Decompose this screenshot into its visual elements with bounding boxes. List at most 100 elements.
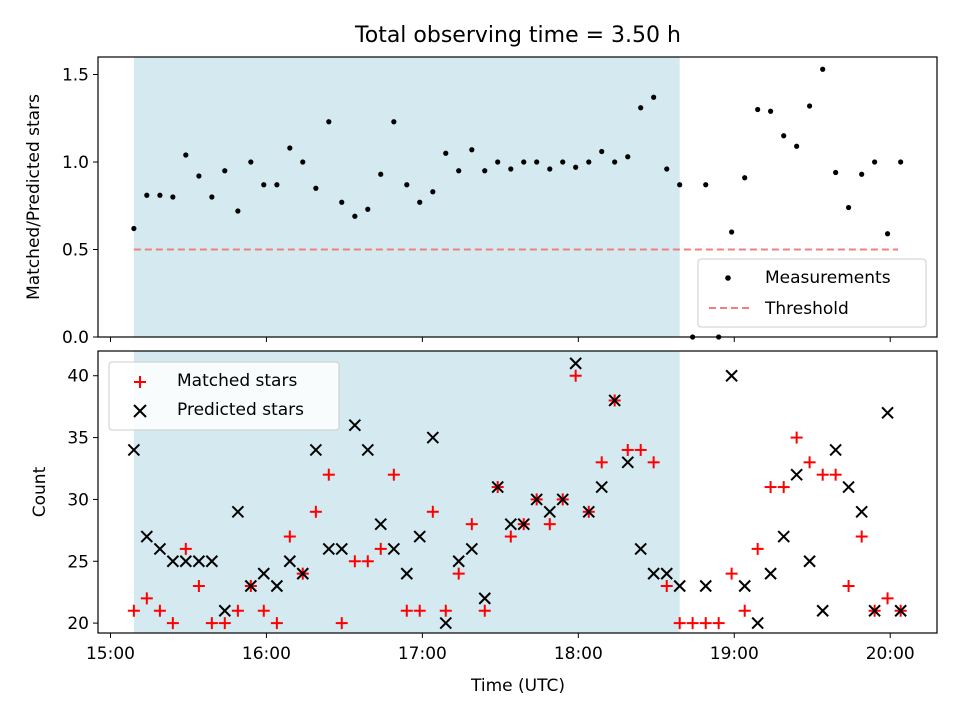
- predicted-star-point: [309, 443, 323, 457]
- predicted-star-point: [842, 480, 855, 494]
- predicted-star-point: [855, 505, 868, 518]
- measurement-point: [859, 171, 865, 177]
- x-tick-label: 20:00: [866, 644, 915, 664]
- measurement-point: [547, 166, 553, 172]
- predicted-star-point: [205, 555, 219, 568]
- predicted-star-point: [790, 468, 803, 481]
- predicted-star-point: [296, 567, 309, 580]
- predicted-star-point: [465, 542, 479, 556]
- measurement-point: [729, 229, 735, 235]
- measurement-point: [404, 182, 410, 188]
- measurement-point: [417, 199, 423, 205]
- predicted-star-point: [595, 480, 608, 494]
- ratio-panel-frame: [97, 56, 938, 338]
- measurement-point: [806, 103, 813, 109]
- measurement-point: [170, 194, 176, 200]
- measurement-point: [261, 182, 267, 188]
- matched-star-point: [881, 592, 894, 605]
- x-tick-label: 16:00: [242, 644, 291, 664]
- predicted-star-point: [231, 505, 245, 518]
- measurement-point: [534, 159, 540, 165]
- matched-star-point: [725, 567, 738, 580]
- predicted-star-point: [127, 443, 141, 457]
- legend-predicted-marker: [133, 404, 147, 418]
- measurement-point: [742, 175, 748, 181]
- measurement-point: [872, 159, 878, 165]
- measurement-point: [274, 182, 280, 188]
- matched-star-point: [465, 518, 478, 531]
- counts-y-tick-label: 40: [67, 367, 89, 387]
- matched-star-point: [816, 468, 829, 481]
- ratio-legend-box: [697, 258, 927, 328]
- matched-star-point: [543, 518, 556, 531]
- predicted-star-point: [270, 579, 284, 593]
- measurement-point: [430, 189, 436, 195]
- matched-star-point: [270, 617, 283, 630]
- counts-panel-frame: [97, 350, 938, 634]
- predicted-star-point: [829, 443, 842, 457]
- x-axis-label: Time (UTC): [470, 676, 565, 696]
- predicted-star-point: [192, 555, 206, 568]
- measurement-point: [573, 164, 579, 170]
- predicted-star-point: [504, 517, 518, 531]
- counts-y-label: Count: [30, 466, 50, 517]
- measurement-point: [378, 171, 384, 177]
- matched-star-point: [231, 604, 244, 617]
- predicted-star-point: [816, 604, 829, 617]
- legend-predicted-label: Predicted stars: [177, 400, 304, 420]
- predicted-star-point: [348, 419, 362, 432]
- ratio-panel: 0.0 0.5 1.0 1.5 Matched/Predicted stars Mea…: [24, 56, 938, 348]
- x-tick-label: 17:00: [398, 644, 447, 664]
- measurement-point: [443, 150, 449, 156]
- counts-y-tick-label: 20: [67, 614, 89, 634]
- matched-star-point: [348, 555, 361, 568]
- matched-star-point: [712, 617, 725, 630]
- matched-star-point: [426, 505, 439, 518]
- matched-star-point: [283, 530, 296, 543]
- measurement-point: [560, 159, 566, 165]
- matched-star-point: [192, 580, 205, 592]
- matched-star-point: [439, 604, 452, 617]
- ratio-x-ticks: [109, 337, 891, 342]
- measurement-point: [235, 208, 241, 214]
- matched-star-point: [153, 604, 166, 617]
- predicted-star-point: [153, 542, 167, 556]
- matched-star-point: [179, 542, 192, 555]
- measurement-point: [495, 159, 501, 165]
- ratio-y-tick-label: 0.5: [62, 241, 89, 261]
- predicted-star-point: [556, 493, 569, 506]
- measurement-point: [144, 192, 150, 198]
- predicted-star-point: [257, 567, 270, 580]
- counts-panel: 20 25 30 35 40 15:00 16:00 17:00 18:00 19:00 20:0…: [30, 350, 938, 696]
- predicted-star-point: [634, 542, 647, 556]
- predicted-star-point: [491, 480, 504, 494]
- predicted-star-point: [699, 579, 712, 593]
- matched-star-point: [127, 604, 140, 617]
- predicted-star-point: [530, 493, 543, 506]
- predicted-star-point: [452, 555, 465, 568]
- matched-star-point: [738, 604, 751, 617]
- predicted-star-point: [517, 517, 530, 531]
- measurement-point: [845, 204, 852, 211]
- predicted-star-point: [881, 406, 894, 420]
- matched-star-point: [257, 604, 270, 617]
- ratio-y-axis: 0.0 0.5 1.0 1.5: [62, 66, 98, 348]
- matched-star-point: [322, 468, 335, 481]
- predicted-star-point: [218, 604, 231, 617]
- measurement-point: [248, 159, 254, 165]
- matched-star-point: [764, 481, 777, 494]
- measurement-point: [794, 143, 800, 149]
- matched-star-point: [309, 505, 322, 518]
- predicted-star-point: [608, 394, 621, 407]
- matched-star-point: [595, 456, 608, 469]
- measurement-point: [183, 152, 189, 158]
- legend-measurements-label: Measurements: [765, 268, 891, 288]
- matched-star-point: [374, 542, 387, 555]
- predicted-star-point: [543, 505, 556, 518]
- matched-star-point: [478, 604, 491, 617]
- matched-star-point: [387, 468, 400, 481]
- predicted-star-point: [426, 431, 440, 444]
- predicted-star-point: [478, 592, 491, 605]
- measurement-point: [625, 154, 631, 160]
